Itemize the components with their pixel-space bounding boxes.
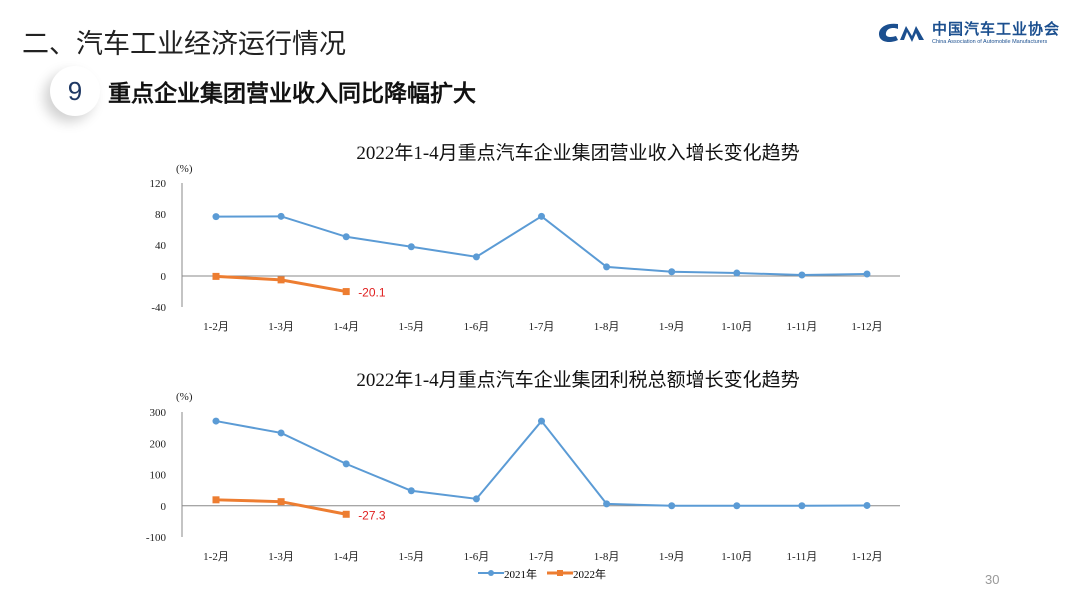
x-tick-label: 1-9月	[659, 321, 685, 333]
y-tick-label: -100	[146, 532, 167, 544]
x-tick-label: 1-3月	[268, 321, 294, 333]
data-point	[277, 429, 285, 437]
x-tick-label: 1-7月	[529, 321, 555, 333]
data-point	[733, 502, 741, 510]
y-tick-label: 200	[150, 438, 167, 450]
series-line-2021年	[215, 215, 868, 276]
x-tick-label: 1-9月	[659, 551, 685, 563]
chart-title: 2022年1-4月重点汽车企业集团利税总额增长变化趋势	[356, 369, 799, 391]
y-axis-unit: (%)	[176, 163, 193, 175]
y-tick-label: 300	[150, 407, 167, 419]
x-tick-label: 1-8月	[594, 551, 620, 563]
legend-item-2022: 2022年	[547, 566, 606, 582]
data-point	[277, 498, 285, 506]
data-point	[603, 500, 611, 508]
x-tick-label: 1-4月	[333, 321, 359, 333]
logo-text-en: China Association of Automobile Manufact…	[932, 39, 1048, 45]
data-point	[863, 501, 871, 509]
data-point	[342, 510, 350, 518]
x-tick-label: 1-5月	[398, 551, 424, 563]
cam-logo-icon	[878, 23, 924, 42]
data-point	[212, 272, 220, 280]
x-tick-label: 1-11月	[787, 551, 818, 563]
data-label: -27.3	[358, 508, 386, 522]
x-tick-label: 1-6月	[464, 321, 490, 333]
chart-title: 2022年1-4月重点汽车企业集团营业收入增长变化趋势	[356, 142, 799, 164]
x-tick-label: 1-2月	[203, 321, 229, 333]
data-point	[733, 269, 741, 277]
data-point	[538, 212, 545, 220]
data-point	[342, 233, 350, 241]
data-point	[407, 243, 415, 251]
y-tick-label: -40	[151, 302, 166, 314]
y-tick-label: 80	[155, 209, 167, 221]
data-point	[342, 460, 350, 468]
legend-line-2022-icon	[547, 570, 573, 576]
page-number: 30	[985, 572, 1000, 587]
x-tick-label: 1-12月	[851, 321, 882, 333]
data-point	[798, 271, 806, 279]
x-tick-label: 1-7月	[529, 551, 555, 563]
number-badge: 9	[50, 66, 100, 116]
x-tick-label: 1-5月	[398, 321, 424, 333]
data-point	[863, 270, 871, 278]
legend-line-2021-icon	[478, 570, 504, 576]
logo-text-cn: 中国汽车工业协会	[932, 21, 1061, 38]
y-axis-unit: (%)	[176, 391, 193, 403]
y-tick-label: 0	[161, 271, 167, 283]
x-tick-label: 1-12月	[851, 551, 882, 563]
y-tick-label: 0	[161, 501, 167, 513]
data-point	[668, 502, 676, 510]
data-point	[668, 268, 676, 276]
x-tick-label: 1-10月	[721, 551, 752, 563]
data-point	[538, 417, 545, 425]
x-tick-label: 1-2月	[203, 551, 229, 563]
section-title: 二、汽车工业经济运行情况	[22, 29, 346, 59]
data-point	[212, 496, 220, 504]
y-tick-label: 40	[155, 240, 167, 252]
x-tick-label: 1-3月	[268, 551, 294, 563]
data-point	[277, 212, 285, 220]
data-point	[603, 263, 611, 271]
legend: 2021年 2022年	[478, 566, 606, 582]
slide-subtitle: 重点企业集团营业收入同比降幅扩大	[108, 80, 476, 106]
y-tick-label: 100	[150, 470, 167, 482]
data-label: -20.1	[358, 286, 386, 300]
legend-item-2021: 2021年	[478, 566, 537, 582]
x-tick-label: 1-11月	[787, 321, 818, 333]
data-point	[212, 213, 220, 221]
x-tick-label: 1-8月	[594, 321, 620, 333]
logo: 中国汽车工业协会 China Association of Automobile …	[876, 18, 1060, 45]
x-tick-label: 1-4月	[333, 551, 359, 563]
data-point	[472, 495, 480, 503]
data-point	[342, 288, 350, 296]
data-point	[212, 417, 220, 425]
data-point	[472, 253, 480, 261]
series-line-2021年	[215, 419, 868, 507]
data-point	[407, 487, 415, 495]
y-tick-label: 120	[150, 178, 167, 190]
x-tick-label: 1-10月	[721, 321, 752, 333]
x-tick-label: 1-6月	[464, 551, 490, 563]
data-point	[277, 276, 285, 284]
data-point	[798, 502, 806, 510]
